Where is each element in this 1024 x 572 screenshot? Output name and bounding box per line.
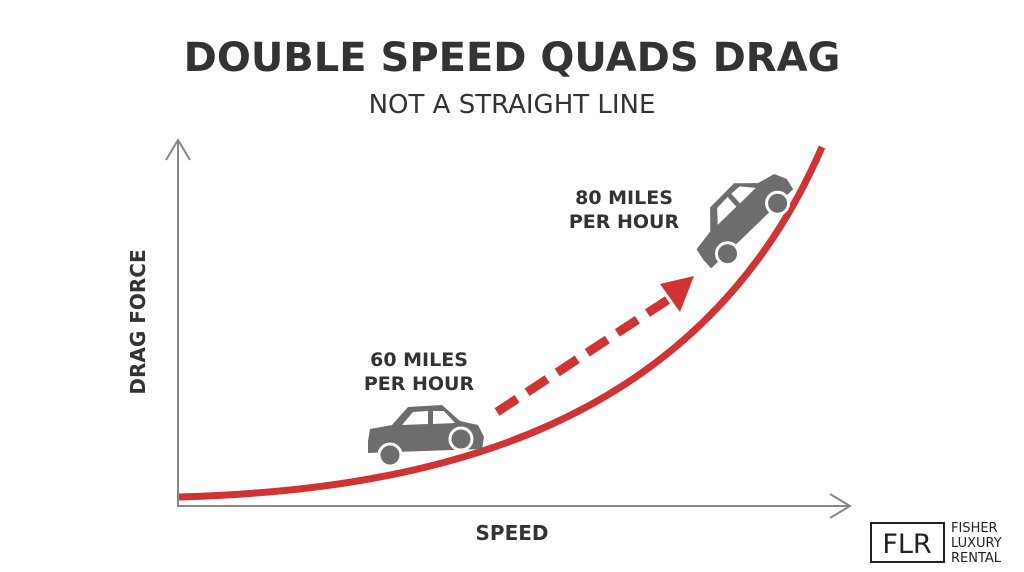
axes bbox=[165, 138, 852, 519]
x-axis-label: SPEED bbox=[476, 521, 549, 545]
logo-line: LUXURY bbox=[951, 536, 1002, 551]
car-80 bbox=[696, 174, 794, 269]
logo-line: FISHER bbox=[951, 521, 998, 536]
annotation-line: PER HOUR bbox=[364, 373, 475, 395]
dashed-arrow bbox=[494, 293, 675, 416]
logo-line: RENTAL bbox=[951, 551, 1002, 566]
annotation-line: 80 MILES bbox=[575, 187, 673, 209]
y-arrow bbox=[165, 138, 191, 161]
car-60 bbox=[368, 405, 484, 468]
y-axis-label: DRAG FORCE bbox=[126, 249, 150, 394]
annotation-line: 60 MILES bbox=[370, 349, 468, 371]
logo-mark: FLR bbox=[882, 529, 931, 560]
subtitle: NOT A STRAIGHT LINE bbox=[369, 90, 656, 120]
wheel bbox=[377, 442, 403, 468]
wheel bbox=[714, 241, 740, 267]
x-arrow bbox=[829, 493, 852, 519]
wheel bbox=[765, 190, 791, 216]
car-windows bbox=[717, 186, 756, 225]
logo-box bbox=[870, 522, 945, 563]
drag-curve bbox=[178, 145, 826, 501]
annotation-line: PER HOUR bbox=[569, 211, 680, 233]
wheel bbox=[448, 426, 474, 452]
arrow-head bbox=[660, 276, 694, 312]
title: DOUBLE SPEED QUADS DRAG bbox=[184, 35, 841, 81]
car-windows bbox=[402, 411, 455, 425]
